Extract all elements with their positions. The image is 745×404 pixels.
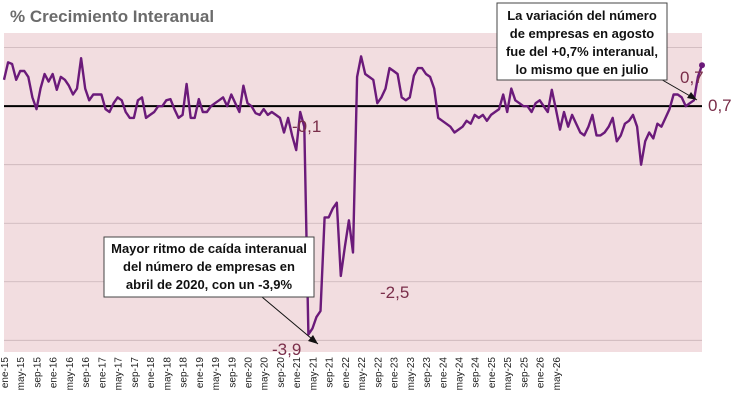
annotation-april-arrowhead — [308, 335, 318, 344]
annotation-august-box — [496, 2, 668, 81]
chart-band — [4, 33, 702, 352]
x-tick-label: sep-23 — [422, 357, 433, 388]
value-label-rebound: -2,5 — [380, 283, 409, 302]
x-tick-label: sep-18 — [179, 357, 190, 388]
x-tick-label: may-15 — [16, 357, 27, 391]
x-tick-label: sep-15 — [32, 357, 43, 388]
x-tick-label: may-21 — [308, 357, 319, 391]
annotation-april-line-1: Mayor ritmo de caída interanual — [111, 241, 307, 256]
x-tick-label: ene-19 — [195, 357, 206, 389]
x-tick-label: may-22 — [357, 357, 368, 391]
x-tick-label: may-25 — [503, 357, 514, 391]
x-tick-label: ene-24 — [438, 357, 449, 389]
x-tick-label: sep-16 — [81, 357, 92, 388]
x-tick-label: sep-24 — [471, 357, 482, 388]
x-tick-label: may-24 — [455, 357, 466, 391]
x-tick-label: ene-17 — [97, 357, 108, 389]
value-label-last: 0,7 — [708, 96, 732, 115]
annotation-august-line-1: La variación del número — [507, 8, 657, 23]
annotation-april-arrow — [261, 296, 319, 345]
x-tick-label: ene-16 — [49, 357, 60, 389]
value-label-min: -3,9 — [272, 340, 301, 359]
x-tick-label: may-26 — [552, 357, 563, 391]
x-tick-label: sep-19 — [227, 357, 238, 388]
x-tick-label: may-16 — [65, 357, 76, 391]
x-tick-label: sep-17 — [130, 357, 141, 388]
annotation-august-arrowhead — [687, 92, 697, 100]
x-tick-label: sep-22 — [373, 357, 384, 388]
annotation-august: La variación del número de empresas en a… — [496, 2, 698, 101]
x-tick-label: may-18 — [162, 357, 173, 391]
x-tick-label: sep-20 — [276, 357, 287, 388]
x-tick-label: may-17 — [114, 357, 125, 391]
annotation-april-line-3: abril de 2020, con un -3,9% — [126, 277, 293, 292]
data-point — [699, 62, 705, 69]
x-tick-label: sep-21 — [325, 357, 336, 388]
annotation-april-box — [103, 236, 315, 298]
series-points — [3, 56, 705, 335]
x-tick-label: may-20 — [260, 357, 271, 391]
x-tick-label: ene-22 — [341, 357, 352, 389]
annotation-april-line-2: del número de empresas en — [123, 259, 295, 274]
x-tick-label: ene-21 — [292, 357, 303, 389]
x-tick-label: ene-26 — [536, 357, 547, 389]
chart-title: % Crecimiento Interanual — [10, 7, 214, 26]
annotation-august-line-3: fue del +0,7% interanual, — [506, 44, 658, 59]
annotation-august-line-4: lo mismo que en julio — [516, 62, 649, 77]
value-label-last-top: 0,7 — [680, 68, 704, 87]
x-tick-label: may-19 — [211, 357, 222, 391]
x-tick-label: ene-20 — [243, 357, 254, 389]
x-tick-label: sep-25 — [519, 357, 530, 388]
x-tick-label: ene-25 — [487, 357, 498, 389]
annotation-august-line-2: de empresas en agosto — [510, 26, 655, 41]
x-tick-label: ene-18 — [146, 357, 157, 389]
x-tick-label: ene-15 — [0, 357, 11, 389]
x-tick-label: may-23 — [406, 357, 417, 391]
value-label-min-pre: -0,1 — [292, 117, 321, 136]
x-axis-ticks: ene-15 may-15 sep-15 ene-16 may-16 sep-16 ene-… — [0, 357, 563, 391]
x-tick-label: ene-23 — [390, 357, 401, 389]
annotation-april-2020: Mayor ritmo de caída interanual del núme… — [103, 236, 319, 345]
